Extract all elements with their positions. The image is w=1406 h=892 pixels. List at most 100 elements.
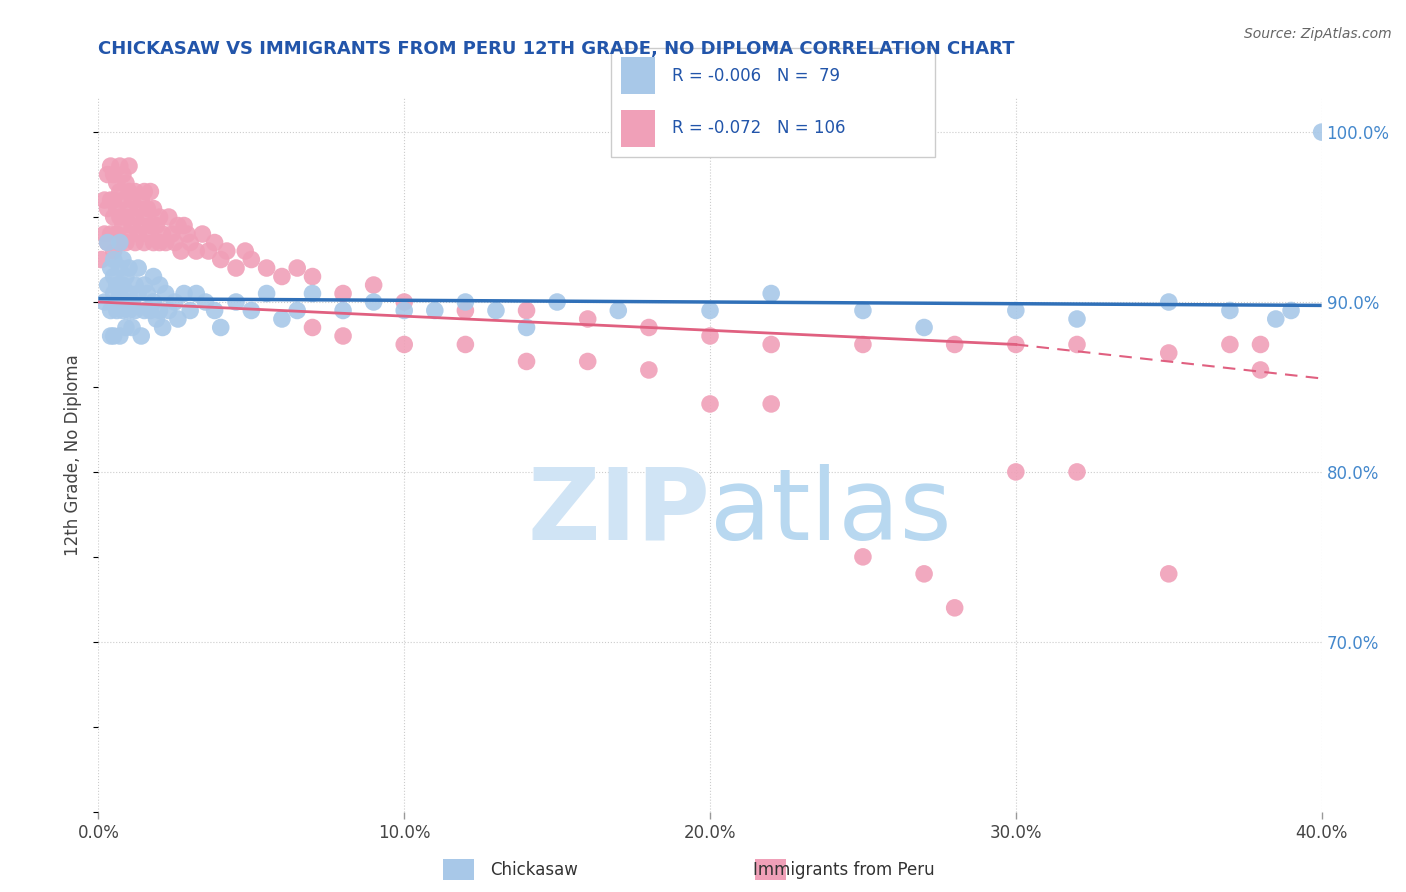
Point (115, 235, 138, 250)
Point (97, 235, 120, 250)
Point (121, 295, 143, 310)
Point (127, 286, 149, 301)
Point (149, 303, 172, 318)
Text: Source: ZipAtlas.com: Source: ZipAtlas.com (1244, 27, 1392, 41)
Point (943, 337, 966, 351)
Point (204, 235, 226, 250)
Point (134, 303, 156, 318)
Point (103, 210, 125, 224)
Point (111, 168, 134, 182)
Point (225, 295, 247, 310)
Point (139, 303, 162, 318)
Point (149, 278, 172, 293)
Point (516, 354, 538, 368)
Point (1004, 337, 1026, 351)
Point (129, 219, 152, 233)
Point (454, 303, 477, 318)
Point (124, 303, 146, 318)
Point (93, 193, 115, 207)
Point (943, 600, 966, 615)
Point (142, 295, 165, 310)
Point (157, 303, 180, 318)
Point (145, 219, 167, 233)
Point (111, 219, 134, 233)
Point (97, 278, 120, 293)
Point (127, 202, 149, 216)
Point (100, 303, 122, 318)
Point (100, 193, 122, 207)
Text: R = -0.006   N =  79: R = -0.006 N = 79 (672, 67, 839, 85)
Point (139, 185, 162, 199)
Point (240, 252, 263, 267)
Point (191, 227, 214, 241)
Point (163, 235, 186, 250)
Point (142, 202, 165, 216)
Point (97, 168, 120, 182)
Point (1004, 303, 1026, 318)
Point (332, 286, 354, 301)
Point (392, 337, 416, 351)
Point (170, 244, 193, 258)
Point (204, 303, 226, 318)
Point (363, 278, 385, 293)
Point (111, 252, 134, 267)
Point (176, 227, 198, 241)
Point (97, 235, 120, 250)
Point (115, 176, 138, 190)
Point (103, 269, 125, 284)
Point (134, 185, 156, 199)
Point (97, 202, 120, 216)
Text: CHICKASAW VS IMMIGRANTS FROM PERU 12TH GRADE, NO DIPLOMA CORRELATION CHART: CHICKASAW VS IMMIGRANTS FROM PERU 12TH G… (98, 40, 1015, 58)
Point (1249, 337, 1271, 351)
Point (100, 329, 122, 343)
Point (285, 303, 308, 318)
Point (516, 303, 538, 318)
Point (301, 269, 323, 284)
Point (108, 235, 131, 250)
Point (121, 193, 143, 207)
Point (111, 193, 134, 207)
Point (139, 219, 162, 233)
Point (912, 320, 935, 334)
Point (173, 286, 195, 301)
Point (155, 235, 177, 250)
Point (485, 303, 508, 318)
Point (103, 193, 125, 207)
Point (852, 337, 875, 351)
Point (209, 252, 232, 267)
Point (129, 329, 152, 343)
Point (93, 227, 115, 241)
Point (1249, 363, 1271, 377)
Bar (621, 110, 655, 146)
Point (167, 312, 190, 326)
Point (1310, 125, 1333, 139)
Point (108, 159, 131, 173)
Point (179, 235, 201, 250)
Point (852, 549, 875, 564)
Point (90, 252, 112, 267)
Y-axis label: 12th Grade, No Diploma: 12th Grade, No Diploma (65, 354, 83, 556)
Point (124, 278, 146, 293)
Point (759, 337, 782, 351)
Text: R = -0.072   N = 106: R = -0.072 N = 106 (672, 120, 845, 137)
Bar (621, 57, 655, 95)
Point (516, 320, 538, 334)
Point (100, 227, 122, 241)
Point (546, 295, 568, 310)
Point (111, 278, 134, 293)
Point (100, 159, 122, 173)
Point (105, 227, 128, 241)
Point (103, 244, 125, 258)
Point (100, 260, 122, 275)
Point (454, 337, 477, 351)
Point (142, 235, 165, 250)
Point (194, 295, 217, 310)
Point (256, 260, 278, 275)
Point (1066, 337, 1088, 351)
Point (167, 219, 190, 233)
Point (912, 566, 935, 581)
Point (103, 168, 125, 182)
Point (124, 210, 146, 224)
Point (108, 260, 131, 275)
Point (152, 320, 174, 334)
